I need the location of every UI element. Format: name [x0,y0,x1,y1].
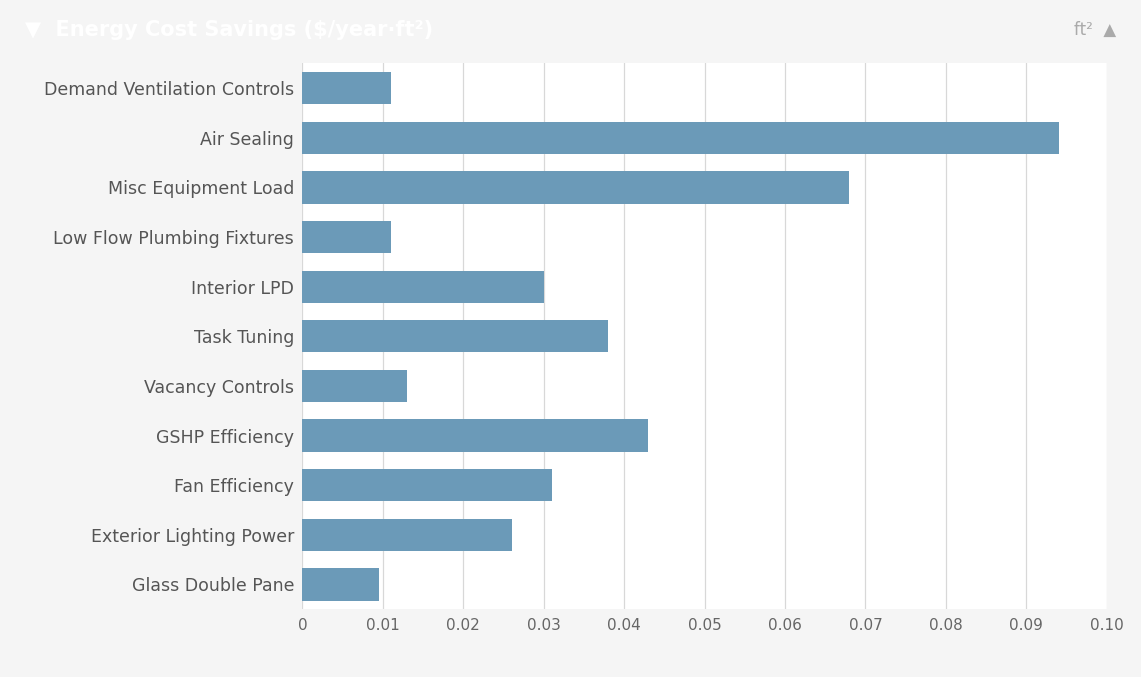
Bar [302,569,379,600]
Bar [302,72,391,104]
Bar [302,370,407,402]
Bar [302,320,608,353]
Bar [302,420,648,452]
Text: ▼  Energy Cost Savings ($/year·ft²): ▼ Energy Cost Savings ($/year·ft²) [25,20,434,40]
Bar [302,519,511,551]
Bar [302,221,391,253]
Bar [302,469,552,502]
Bar [302,122,1059,154]
Bar [302,271,544,303]
Bar [302,171,849,204]
Text: ft²  ▲: ft² ▲ [1074,21,1116,39]
